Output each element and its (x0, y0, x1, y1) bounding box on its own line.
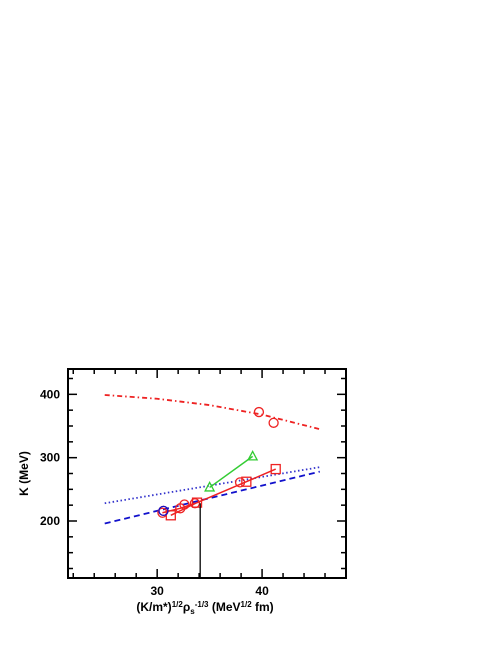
x-axis-title-part: (K/m*) (136, 600, 171, 614)
circle-marker (234, 477, 246, 488)
x-axis-title-part: 1/2 (172, 600, 184, 609)
x-axis-title: (K/m*)1/2ρs-1/3 (MeV1/2 fm) (136, 600, 273, 616)
x-axis-title-part: (MeV (209, 600, 241, 614)
series-line-dashdot (104, 394, 320, 431)
plot-frame (67, 368, 347, 579)
circle-marker (189, 498, 201, 509)
x-tick-label: 30 (150, 584, 164, 598)
circle-marker (268, 417, 279, 428)
triangle-marker (204, 481, 216, 492)
y-tick-label: 200 (40, 514, 60, 528)
x-axis-title-part: ρ (183, 600, 190, 614)
circle-marker (253, 406, 265, 418)
series-line-dashed (104, 470, 320, 525)
circle-marker (157, 507, 168, 518)
x-axis-title-part: fm) (252, 600, 274, 614)
y-tick-label: 400 (40, 387, 60, 401)
axis-ticks (68, 369, 347, 578)
tick-labels: 30 40 200 300 400 (40, 387, 269, 598)
circle-marker (179, 499, 190, 510)
y-tick-label: 300 (40, 451, 60, 465)
square-marker (270, 463, 281, 475)
y-axis-title: K (MeV) (17, 451, 31, 496)
x-tick-label: 40 (255, 584, 269, 598)
triangle-marker (247, 450, 259, 461)
x-axis-title-part: -1/3 (195, 600, 209, 609)
series-layer (104, 394, 320, 578)
x-axis-title-part: s (190, 607, 195, 616)
circle-marker (158, 505, 169, 517)
x-axis-title-part: 1/2 (241, 600, 253, 609)
series-line-solid (209, 455, 254, 489)
square-marker (241, 476, 252, 487)
